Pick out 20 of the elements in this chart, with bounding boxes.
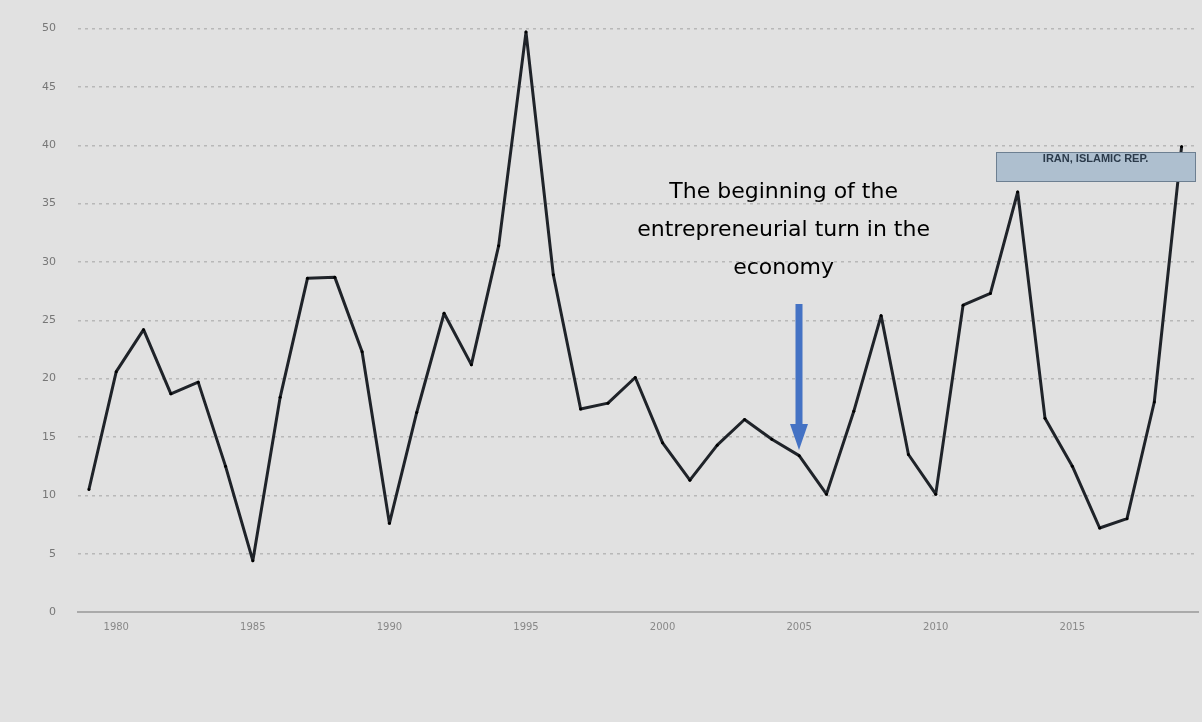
x-tick-label: 2010: [923, 620, 949, 632]
y-tick-label: 40: [42, 138, 56, 152]
x-tick-label: 1990: [376, 620, 403, 632]
x-tick-label: 2005: [786, 620, 812, 632]
x-tick-label: 1995: [513, 620, 539, 632]
x-tick-label: 2015: [1059, 620, 1086, 632]
x-tick-label: 1980: [103, 620, 129, 632]
annotation: The beginning of the entrepreneurial turn in the economy: [637, 178, 930, 279]
y-tick-label: 30: [42, 254, 56, 268]
y-tick-label: 50: [42, 21, 56, 35]
x-tick-label: 1985: [240, 620, 266, 632]
y-tick-label: 5: [49, 546, 56, 560]
x-tick-label: 2000: [649, 620, 676, 632]
y-tick-label: 35: [42, 196, 56, 210]
y-tick-label: 0: [49, 604, 56, 618]
y-tick-label: 15: [42, 429, 56, 443]
y-tick-label: 20: [42, 371, 56, 385]
y-tick-label: 25: [42, 313, 56, 327]
y-tick-label: 10: [42, 488, 56, 502]
y-tick-label: 45: [42, 79, 56, 93]
